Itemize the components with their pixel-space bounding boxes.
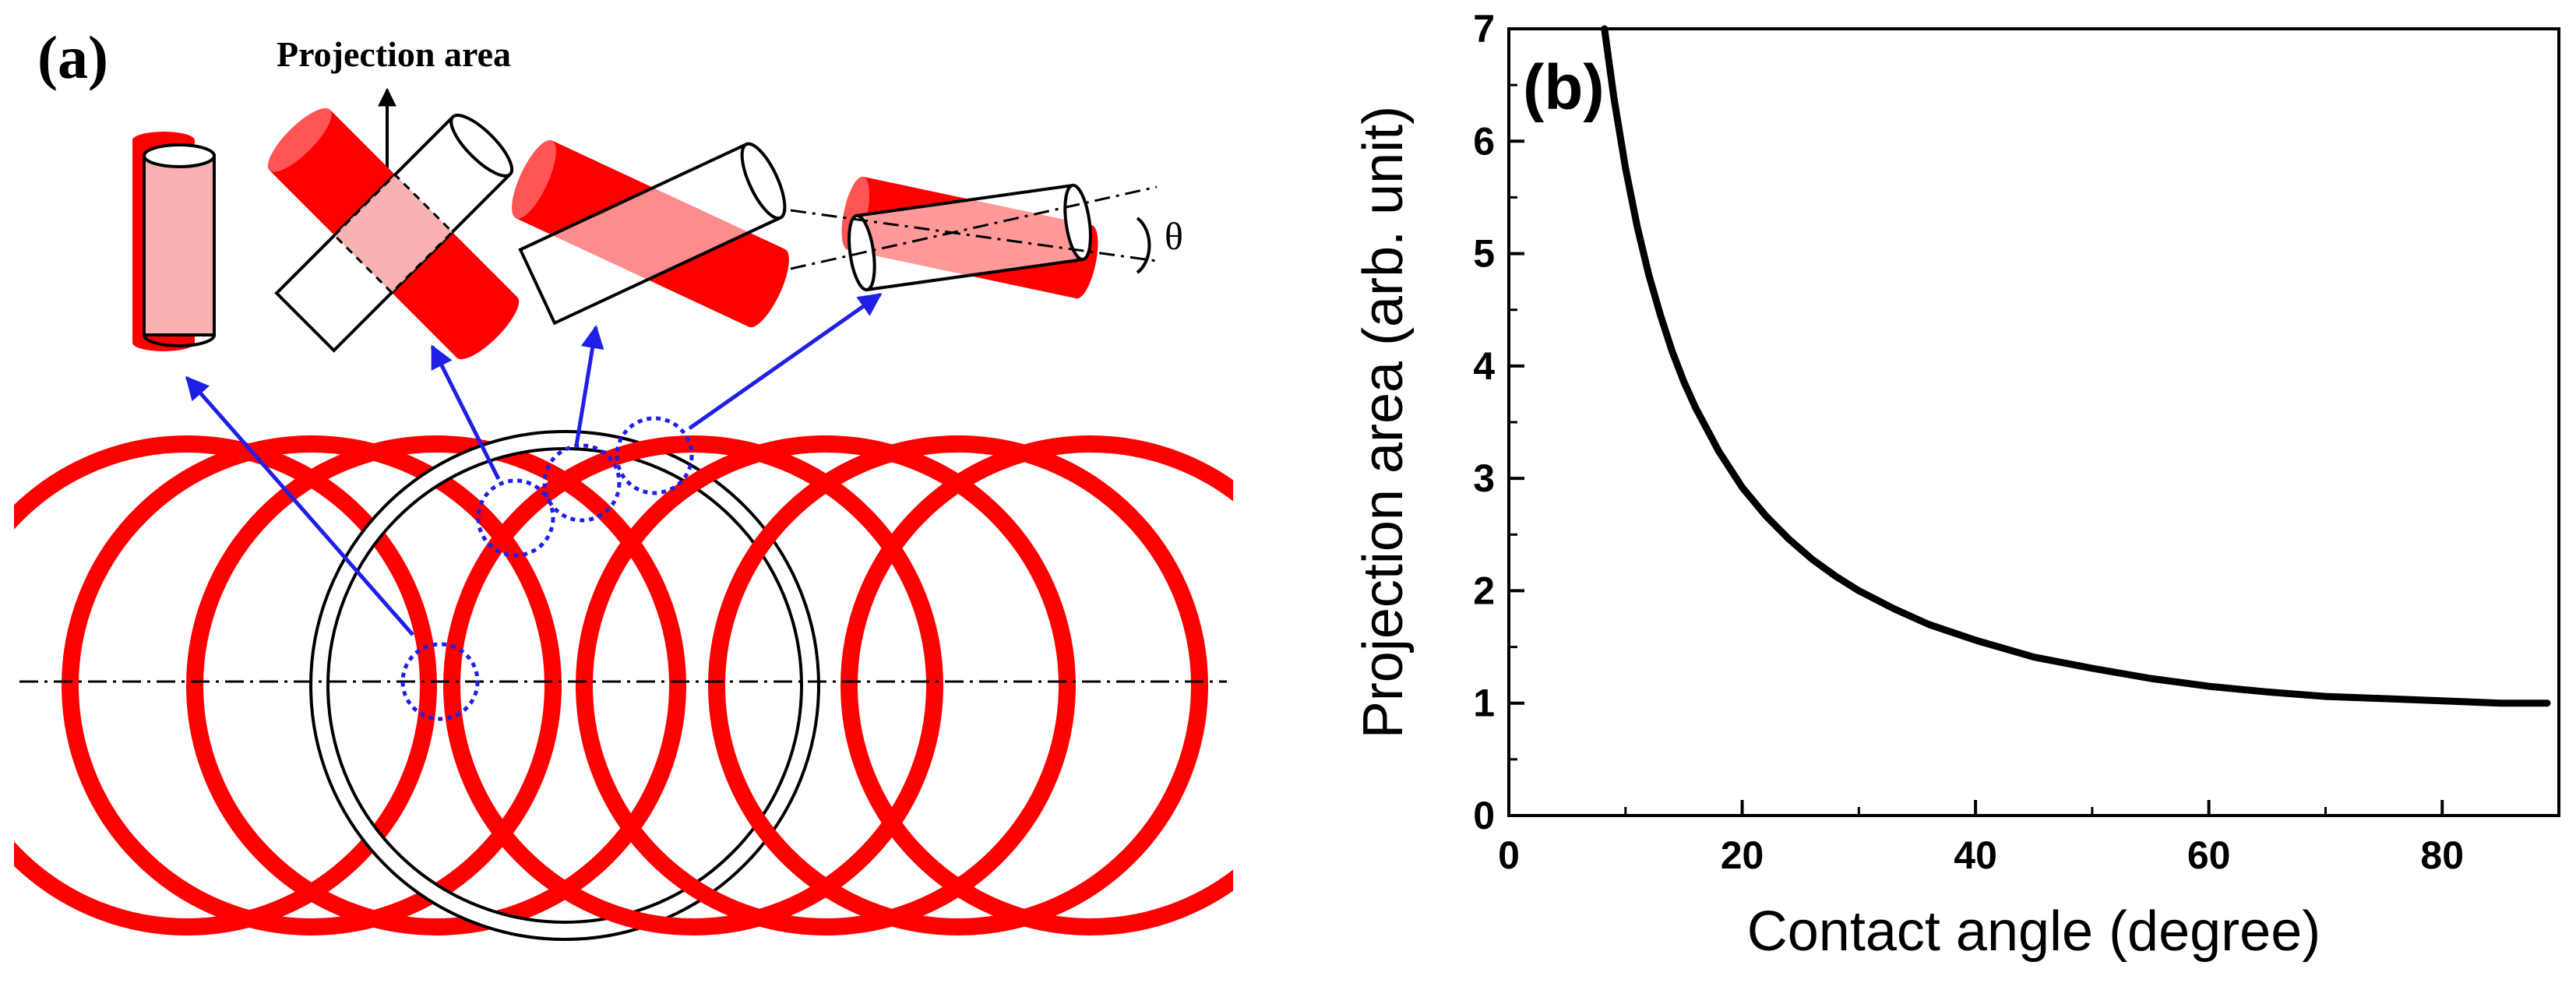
y-axis-label: Projection area (arb. unit) xyxy=(1352,106,1415,738)
ring-chain xyxy=(14,430,1233,941)
projection-area-label: Projection area xyxy=(277,34,511,74)
x-axis-label: Contact angle (degree) xyxy=(1747,900,2321,963)
y-axis-ticks: 0 1 2 3 4 5 6 7 xyxy=(1473,7,1524,837)
y-tick-label: 1 xyxy=(1473,682,1495,725)
panel-b: 0 1 2 3 4 5 6 7 0 20 40 60 80 (b) Contact angle (de… xyxy=(1352,7,2560,963)
cylinder-pair-vertical xyxy=(132,132,216,351)
y-tick-label: 6 xyxy=(1473,119,1495,163)
cylinder-pair-angled xyxy=(512,139,789,328)
contact-arrows xyxy=(185,292,883,636)
x-tick-label: 0 xyxy=(1498,833,1520,877)
contact-markers xyxy=(400,416,694,721)
panel-a-label: (a) xyxy=(37,23,108,91)
theta-label: θ xyxy=(1165,214,1183,258)
red-rings-right xyxy=(443,435,1233,935)
panel-a: (a) Projection area xyxy=(14,23,1233,941)
y-tick-label: 0 xyxy=(1473,794,1495,837)
y-tick-label: 3 xyxy=(1473,456,1495,500)
x-tick-label: 40 xyxy=(1954,833,1997,877)
y-tick-label: 5 xyxy=(1473,232,1495,276)
x-tick-label: 60 xyxy=(2187,833,2231,877)
cylinder-pair-small-angle xyxy=(790,176,1158,299)
x-axis-ticks: 0 20 40 60 80 xyxy=(1498,800,2464,877)
cylinder-pair-crossed xyxy=(267,107,520,360)
y-tick-label: 7 xyxy=(1473,7,1495,51)
panel-b-label: (b) xyxy=(1523,52,1605,123)
x-tick-label: 20 xyxy=(1721,833,1764,877)
red-rings-left xyxy=(14,435,686,935)
y-tick-label: 4 xyxy=(1473,344,1495,388)
y-tick-label: 2 xyxy=(1473,569,1495,612)
series-line-projection-area xyxy=(1601,25,2551,707)
x-tick-label: 80 xyxy=(2420,833,2464,877)
